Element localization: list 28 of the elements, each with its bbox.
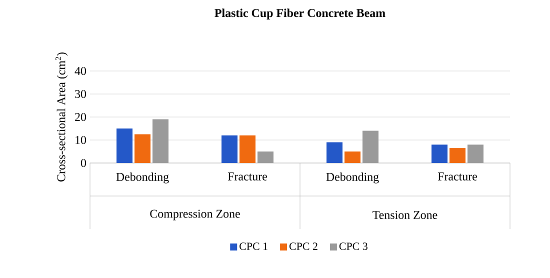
x-tick-label: Debonding [326, 172, 379, 184]
bar [222, 135, 238, 163]
bar [467, 144, 484, 163]
bar [450, 148, 466, 163]
y-tick-label: 0 [80, 158, 86, 168]
x-tick-label: Fracture [228, 172, 267, 180]
text: Tension Zone [372, 210, 438, 220]
legend-label: CPC 3 [339, 242, 368, 250]
bar [344, 152, 360, 163]
y-tick-label: 40 [74, 66, 86, 76]
bar [326, 142, 343, 163]
y-tick-label: 20 [75, 112, 86, 122]
legend-label: CPC 2 [289, 242, 318, 250]
bar [116, 128, 133, 163]
bar [362, 130, 378, 163]
y-axis-title: Cross-sectional Area (cm$^{2}$) [56, 52, 68, 182]
y-tick-label: 30 [75, 90, 86, 98]
x-tick-label: Debonding [116, 172, 169, 184]
bar [432, 144, 448, 163]
y-tick-label: 10 [76, 136, 86, 144]
bar [134, 134, 150, 163]
bar [257, 152, 274, 163]
bar [240, 135, 256, 163]
x-tick-label: Fracture [438, 172, 477, 180]
chart-title: Plastic Cup Fiber Concrete Beam [214, 8, 386, 20]
bar [152, 119, 168, 163]
legend-label: CPC 1 [240, 242, 268, 250]
text: Compression Zone [150, 210, 240, 220]
